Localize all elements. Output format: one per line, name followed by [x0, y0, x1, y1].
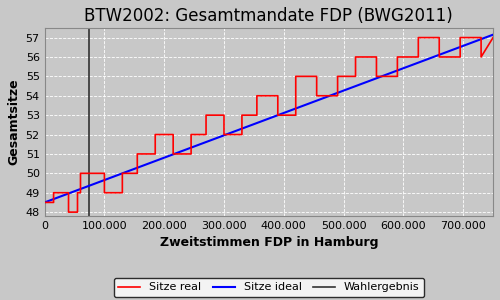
Sitze real	[42, 201, 48, 204]
Sitze real	[254, 94, 260, 98]
Sitze real	[490, 36, 496, 39]
Line: Sitze real: Sitze real	[44, 38, 493, 212]
X-axis label: Zweitstimmen FDP in Hamburg: Zweitstimmen FDP in Hamburg	[160, 236, 378, 249]
Sitze real	[314, 94, 320, 98]
Sitze real	[66, 210, 71, 214]
Title: BTW2002: Gesamtmandate FDP (BWG2011): BTW2002: Gesamtmandate FDP (BWG2011)	[84, 7, 453, 25]
Sitze real	[188, 152, 194, 156]
Sitze real	[292, 75, 298, 78]
Sitze real	[239, 133, 245, 136]
Sitze real	[416, 36, 422, 39]
Legend: Sitze real, Sitze ideal, Wahlergebnis: Sitze real, Sitze ideal, Wahlergebnis	[114, 278, 424, 297]
Y-axis label: Gesamtsitze: Gesamtsitze	[7, 79, 20, 165]
Sitze real	[74, 210, 80, 214]
